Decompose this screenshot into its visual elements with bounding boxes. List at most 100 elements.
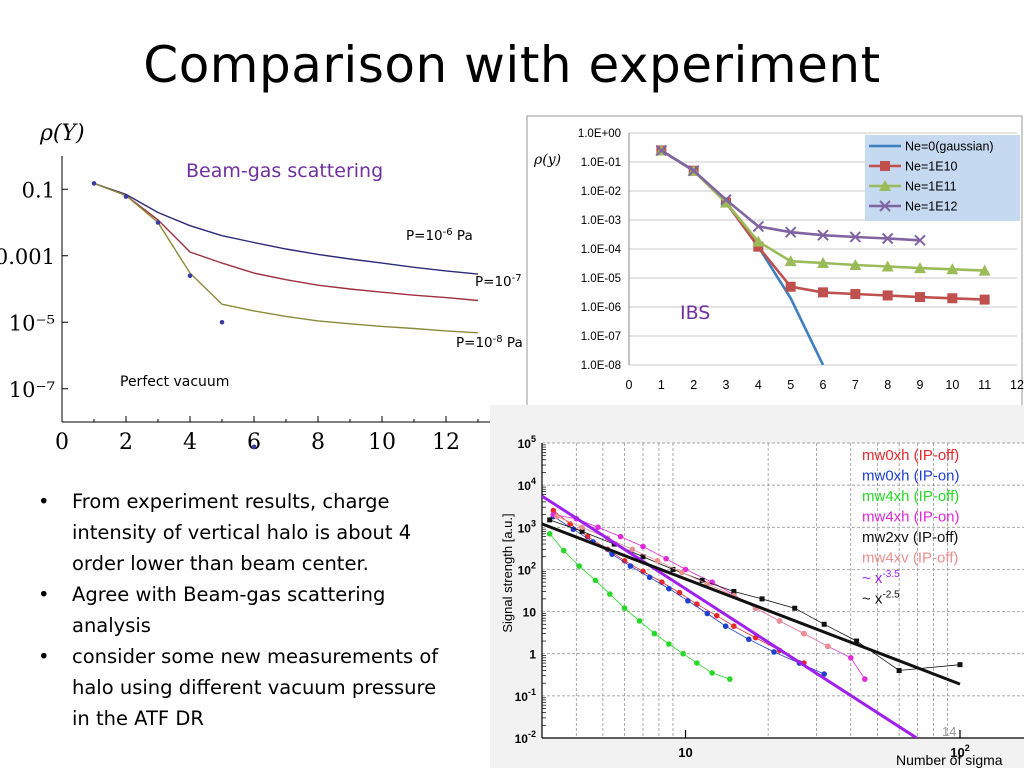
data-point-mw2xv-ip-off: [821, 621, 827, 627]
data-point-ne-1e11: [914, 262, 926, 274]
legend-label: Ne=1E10: [905, 160, 958, 174]
legend-label: mw2xv (IP-off): [862, 529, 958, 546]
y-tick-label: 1.0E-05: [581, 273, 621, 285]
y-tick-label: 105: [518, 434, 536, 451]
data-point-ne-1e10: [850, 289, 861, 300]
legend-marker: [879, 180, 891, 191]
y-tick-label: 1: [529, 648, 536, 662]
x-marker-stroke: [784, 226, 797, 238]
data-point-mw4xv-ip-off: [679, 569, 685, 576]
data-point-mw4xh-ip-on: [595, 524, 601, 531]
chart2-axes: 1.0E+00 1.0E-01 1.0E-02 1.0E-03 1.0E-04 1.0E-…: [533, 128, 1024, 418]
legend-label: mw0xh (IP-off): [862, 447, 959, 464]
legend-marker: [879, 200, 891, 212]
y-tick-label: 1.0E-08: [581, 360, 621, 372]
y-tick-label: 1.0E-03: [581, 215, 621, 227]
data-point-ne-1e10: [979, 294, 990, 305]
y-tick-label: 102: [518, 560, 536, 577]
data-point-mw0xh-ip-off: [694, 601, 700, 607]
data-point-mw2xv-ip-off: [670, 566, 676, 572]
y-tick-label: 1.0E-02: [581, 186, 621, 198]
data-point-mw4xh-ip-off: [694, 660, 700, 666]
annotation-p-1e-8: P=10-8 Pa: [456, 334, 523, 351]
data-point-ne-1e12: [687, 165, 700, 177]
fit-line-x: [542, 522, 961, 686]
x-tick-label: 4: [755, 378, 762, 392]
bullet-marker: •: [38, 645, 50, 668]
data-point-mw4xv-ip-off: [579, 524, 585, 531]
data-point-mw0xh-ip-off: [550, 507, 557, 514]
data-point-ne-1e11: [720, 196, 732, 208]
data-point-perfect-vacuum: [155, 220, 161, 225]
y-tick-label: 10⁻⁵: [9, 311, 55, 335]
y-tick-label: 1.0E-01: [581, 157, 621, 169]
data-point-mw4xh-ip-off: [666, 641, 672, 647]
chart1-series: [91, 181, 479, 450]
data-point-mw0xh-ip-off: [713, 612, 720, 619]
data-point-mw0xh-ip-on: [666, 585, 672, 592]
x-tick-label: 10: [678, 745, 692, 760]
data-point-perfect-vacuum: [187, 273, 193, 279]
data-point-mw2xv-ip-off: [854, 638, 860, 644]
data-point-mw4xh-ip-off: [709, 670, 715, 676]
x-tick-label: 8: [884, 378, 891, 392]
data-point-perfect-vacuum: [219, 319, 225, 325]
y-tick-label: 10⁻⁷: [9, 378, 55, 402]
bullet-text: Agree with Beam-gas scattering analysis: [72, 583, 386, 637]
x-marker-stroke: [849, 231, 862, 243]
bullet-marker: •: [38, 583, 50, 606]
data-point-mw2xv-ip-off: [896, 667, 902, 673]
legend-fit-label: ~ x-3.5: [862, 569, 900, 587]
chart2-series: [655, 144, 991, 365]
chart1-title: Beam-gas scattering: [186, 160, 383, 182]
legend-marker: [880, 161, 890, 171]
data-point-ne-1e12: [849, 231, 862, 243]
ibs-annotation: IBS: [680, 302, 710, 324]
x-tick-label: 1: [658, 378, 665, 392]
data-point-mw4xv-ip-off: [825, 643, 831, 650]
annotation-p-1e-7: P=10-7 P: [475, 273, 525, 290]
bullet-item: • consider some new measurements of halo …: [30, 641, 450, 734]
x-marker-stroke: [914, 234, 926, 246]
y-tick-label: 1.0E-06: [581, 302, 621, 314]
data-point-mw4xh-ip-off: [636, 618, 643, 624]
data-point-mw2xv-ip-off: [699, 577, 705, 583]
data-point-ne-1e10: [785, 281, 796, 292]
x-marker-stroke: [879, 200, 891, 212]
x-tick-label: 6: [820, 378, 827, 392]
fit-line-x: [542, 494, 919, 738]
data-point-ne-1e10: [818, 287, 828, 298]
data-point-mw4xh-ip-on: [663, 555, 669, 562]
x-axis-title: Number of sigma: [896, 752, 1003, 768]
data-point-mw0xh-ip-on: [722, 623, 729, 629]
data-point-ne-1e11: [752, 235, 765, 247]
x-tick-label: 12: [1010, 378, 1024, 392]
chart3-series: [542, 494, 963, 738]
data-point-mw0xh-ip-on: [627, 563, 634, 569]
data-point-mw2xv-ip-off: [579, 528, 585, 534]
x-tick-label: 2: [119, 430, 133, 455]
data-point-ne-1e10: [947, 293, 958, 304]
bullet-text: consider some new measurements of halo u…: [72, 645, 439, 730]
x-tick-label: 11: [978, 378, 991, 392]
data-point-ne-1e12: [914, 234, 926, 246]
x-tick-label: 4: [183, 430, 197, 455]
plot-area: [542, 443, 1024, 738]
y-tick-label: 0.1: [22, 178, 55, 202]
x-tick-label: 2: [690, 378, 697, 392]
annotation-p-1e-6: P=10-6 Pa: [406, 227, 473, 244]
data-point-mw2xv-ip-off: [547, 517, 553, 523]
x-tick-label: 5: [787, 378, 794, 392]
legend-label: mw4xh (IP-off): [862, 488, 959, 505]
data-point-ne-1e12: [752, 220, 765, 233]
data-point-mw4xh-ip-on: [847, 654, 854, 661]
x-tick-label: 8: [311, 430, 325, 455]
data-point-mw4xh-ip-off: [621, 605, 628, 612]
y-tick-label: 10-2: [515, 729, 536, 746]
y-tick-label: 104: [518, 476, 536, 493]
series-line-p-10-pa: [93, 182, 479, 334]
data-point-perfect-vacuum: [251, 444, 257, 450]
bullet-item: • From experiment results, charge intensi…: [30, 486, 450, 579]
